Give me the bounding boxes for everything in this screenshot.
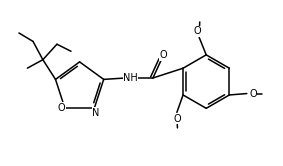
Text: O: O — [173, 114, 181, 124]
Text: O: O — [194, 26, 201, 36]
Text: O: O — [160, 50, 168, 60]
Text: N: N — [92, 108, 100, 118]
Text: O: O — [57, 103, 65, 113]
Text: O: O — [249, 88, 257, 99]
Text: NH: NH — [123, 73, 138, 83]
